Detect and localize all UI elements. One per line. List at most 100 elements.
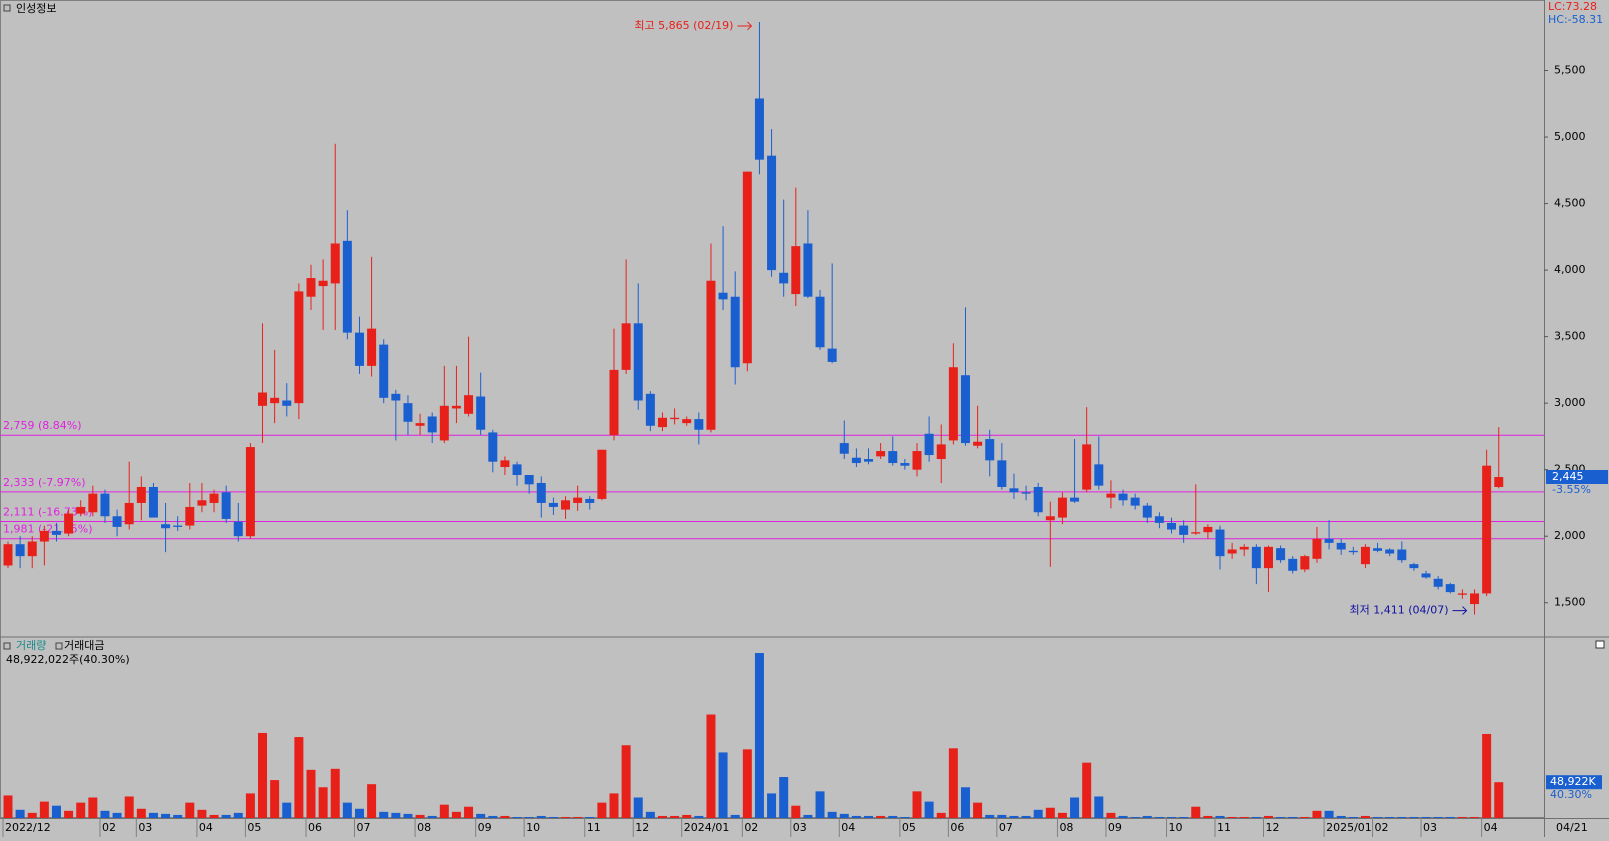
volume-bar	[1154, 816, 1164, 818]
candle-body	[997, 460, 1007, 487]
y-tick-label: 1,500	[1554, 596, 1586, 609]
volume-bar	[1033, 809, 1043, 818]
volume-bar	[730, 814, 740, 818]
volume-bar	[767, 793, 777, 818]
volume-bar	[124, 796, 134, 818]
volume-bar	[367, 784, 377, 818]
volume-bar	[1251, 816, 1261, 818]
volume-bar	[1070, 797, 1080, 818]
candle-body	[767, 155, 777, 271]
candle-body	[1360, 546, 1370, 565]
volume-bar	[221, 814, 231, 818]
candle-body	[730, 296, 740, 368]
candle-body	[451, 405, 461, 409]
volume-bar	[827, 811, 837, 818]
candle-body	[439, 405, 449, 441]
volume-summary: 48,922,022주(40.30%)	[6, 653, 130, 666]
volume-bar	[803, 814, 813, 818]
candle-body	[803, 243, 813, 297]
candle-body	[1457, 593, 1467, 595]
candle-body	[512, 464, 522, 476]
volume-bar	[536, 815, 546, 818]
volume-bar	[233, 812, 243, 818]
candle-body	[645, 393, 655, 426]
candle-body	[960, 375, 970, 444]
candle-body	[839, 443, 849, 454]
candle-body	[1312, 538, 1322, 559]
candle-body	[524, 475, 534, 485]
candle-body	[548, 502, 558, 507]
y-tick-label: 3,000	[1554, 396, 1586, 409]
candle-body	[185, 506, 195, 526]
candle-body	[209, 493, 219, 503]
volume-bar	[439, 804, 449, 818]
x-tick-label: 2022/12	[5, 821, 51, 834]
volume-tag	[1546, 775, 1602, 790]
candle-body	[27, 541, 37, 557]
candle-body	[1300, 556, 1310, 570]
y-tick-label: 4,500	[1554, 197, 1586, 210]
volume-bar	[718, 752, 728, 818]
x-tick-label: 10	[1169, 821, 1183, 834]
candle-body	[1057, 497, 1067, 518]
candle-body	[936, 444, 946, 460]
candle-body	[1276, 548, 1286, 561]
volume-bar	[888, 815, 898, 818]
volume-bar	[173, 814, 183, 818]
panel-icon	[3, 642, 11, 650]
volume-ratio: 40.30%	[1550, 788, 1592, 801]
candle-body	[621, 323, 631, 370]
y-tick-label: 4,000	[1554, 263, 1586, 276]
candle-body	[1373, 548, 1383, 551]
panel-button[interactable]	[1595, 640, 1605, 649]
volume-bar	[682, 814, 692, 818]
volume-bar	[318, 787, 328, 818]
x-tick-label: 02	[744, 821, 758, 834]
candle-body	[294, 291, 304, 404]
volume-bar	[985, 814, 995, 818]
candle-body	[573, 497, 583, 503]
candle-body	[1154, 516, 1164, 523]
candle-body	[1142, 505, 1152, 518]
volume-bar	[561, 816, 571, 818]
volume-bar	[185, 802, 195, 818]
volume-bar	[39, 801, 49, 818]
candle-body	[403, 403, 413, 422]
volume-bar	[15, 809, 25, 818]
volume-bar	[791, 805, 801, 818]
volume-bar	[476, 813, 486, 818]
candle-body	[1106, 493, 1116, 498]
volume-bar	[415, 814, 425, 818]
candle-body	[912, 451, 922, 470]
volume-bar	[621, 745, 631, 818]
volume-bar	[1336, 815, 1346, 818]
volume-bar	[1009, 815, 1019, 818]
candle-body	[124, 502, 134, 525]
volume-bar	[924, 801, 934, 818]
volume-bar	[342, 802, 352, 818]
x-tick-label: 11	[587, 821, 601, 834]
volume-bar	[1227, 816, 1237, 818]
candle-body	[1179, 525, 1189, 535]
volume-bar	[391, 812, 401, 818]
candle-body	[597, 449, 607, 499]
last-date: 04/21	[1556, 821, 1588, 834]
candle-body	[148, 486, 158, 518]
volume-bar	[1191, 806, 1201, 818]
volume-bar	[76, 802, 86, 818]
volume-tag-label: 48,922K	[1550, 775, 1596, 788]
volume-bar	[960, 787, 970, 818]
candle-body	[367, 328, 377, 366]
candle-body	[682, 419, 692, 424]
low-annotation: 최저 1,411 (04/07)	[1350, 604, 1449, 617]
volume-bar	[1215, 815, 1225, 818]
x-tick-label: 10	[526, 821, 540, 834]
candle-body	[633, 323, 643, 401]
volume-bar	[1373, 816, 1383, 818]
volume-bar	[1433, 816, 1443, 818]
x-tick-label: 06	[308, 821, 322, 834]
x-tick-label: 03	[793, 821, 807, 834]
x-tick-label: 08	[417, 821, 431, 834]
candle-body	[1215, 529, 1225, 557]
